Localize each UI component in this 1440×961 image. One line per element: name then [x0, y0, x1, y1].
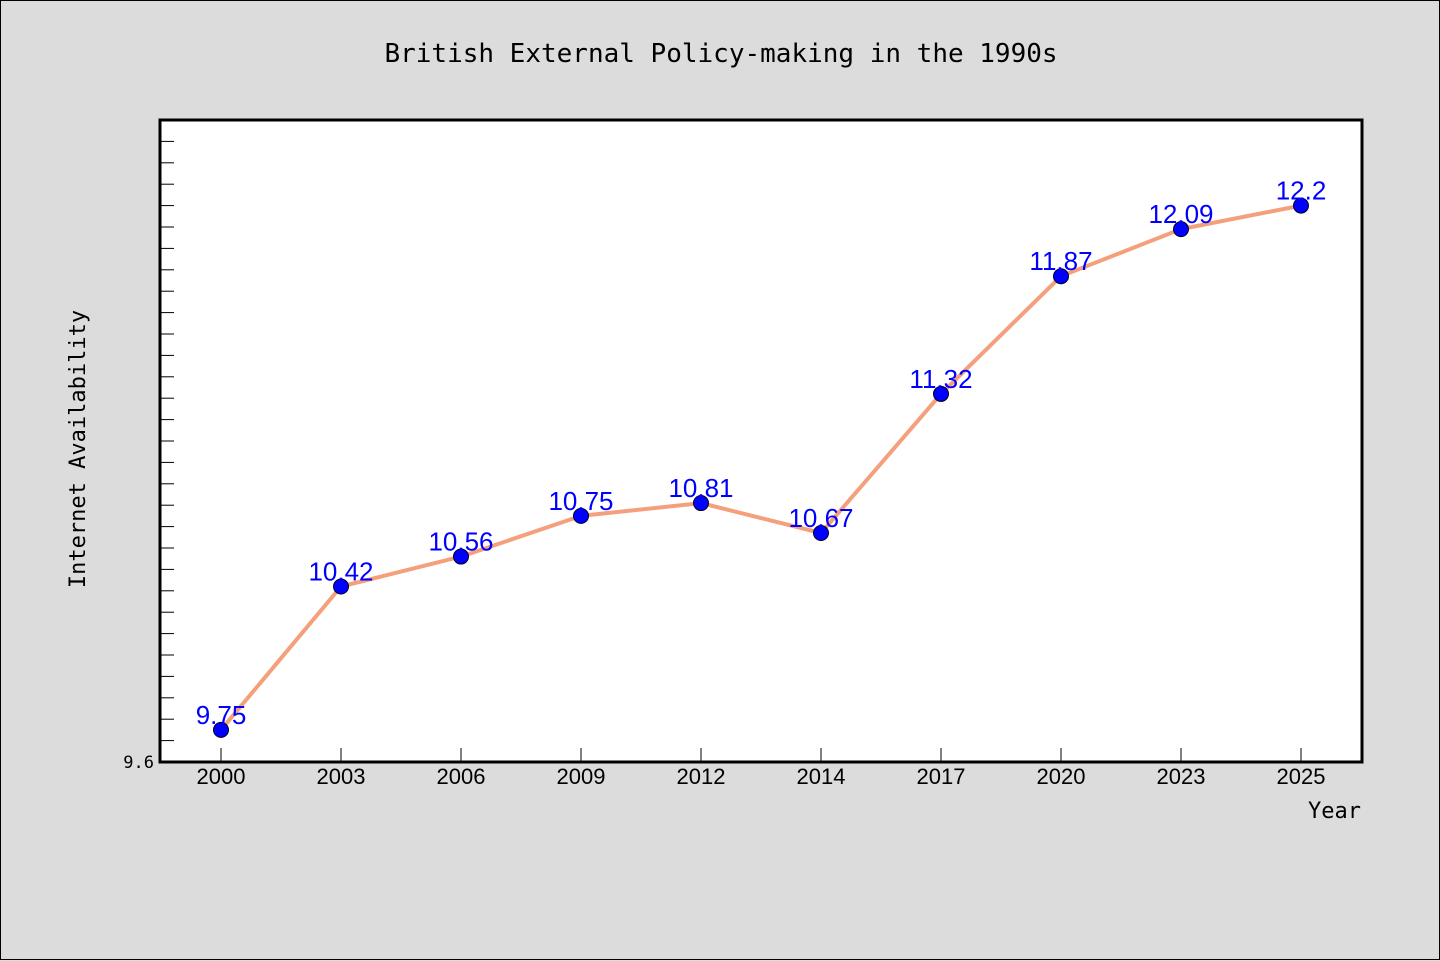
x-axis-title: Year	[1308, 799, 1361, 824]
data-point	[1053, 268, 1069, 285]
x-tick-label: 2025	[1277, 764, 1326, 789]
x-tick-label: 2006	[437, 764, 486, 789]
y-axis-tick-labels: 9.6	[123, 753, 154, 773]
x-tick-label: 2020	[1037, 764, 1086, 789]
data-label: 12.09	[1148, 199, 1213, 229]
y-tick-label: 9.6	[123, 753, 154, 773]
data-labels: 9.75 10.42 10.56 10.75 10.81 10.67 11.32 11.87 1…	[196, 176, 1327, 730]
data-label: 10.81	[668, 473, 733, 503]
data-point	[573, 507, 589, 524]
x-tick-label: 2023	[1157, 764, 1206, 789]
x-axis-tick-labels: 2000 2003 2006 2009 2012 2014 2017 2020 2023 2025	[197, 764, 1326, 789]
data-label: 11.87	[1029, 246, 1092, 276]
x-tick-label: 2017	[917, 764, 966, 789]
data-label: 10.75	[548, 486, 613, 516]
plot-area	[158, 118, 1364, 764]
data-label: 12.2	[1276, 176, 1327, 206]
y-axis-title: Internet Availability	[66, 310, 91, 588]
x-axis-ticks	[220, 748, 1302, 762]
data-point	[1173, 221, 1189, 238]
data-point	[213, 721, 229, 738]
x-tick-label: 2009	[557, 764, 606, 789]
x-tick-label: 2014	[797, 764, 846, 789]
x-tick-label: 2000	[197, 764, 246, 789]
x-tick-label: 2012	[677, 764, 726, 789]
series-line	[219, 203, 1302, 732]
data-point	[693, 495, 709, 512]
data-label: 10.42	[308, 557, 373, 587]
data-label: 9.75	[196, 700, 247, 730]
x-tick-label: 2003	[317, 764, 366, 789]
data-point	[333, 578, 349, 595]
data-label: 11.32	[909, 364, 972, 394]
data-point	[813, 525, 829, 542]
data-label: 10.67	[788, 503, 853, 533]
series-markers	[213, 197, 1309, 738]
data-point	[453, 548, 469, 565]
data-point	[1293, 197, 1309, 214]
data-point	[933, 385, 949, 402]
data-label: 10.56	[428, 527, 493, 557]
chart-title: British External Policy-making in the 19…	[384, 39, 1057, 69]
y-axis-ticks	[160, 140, 174, 742]
